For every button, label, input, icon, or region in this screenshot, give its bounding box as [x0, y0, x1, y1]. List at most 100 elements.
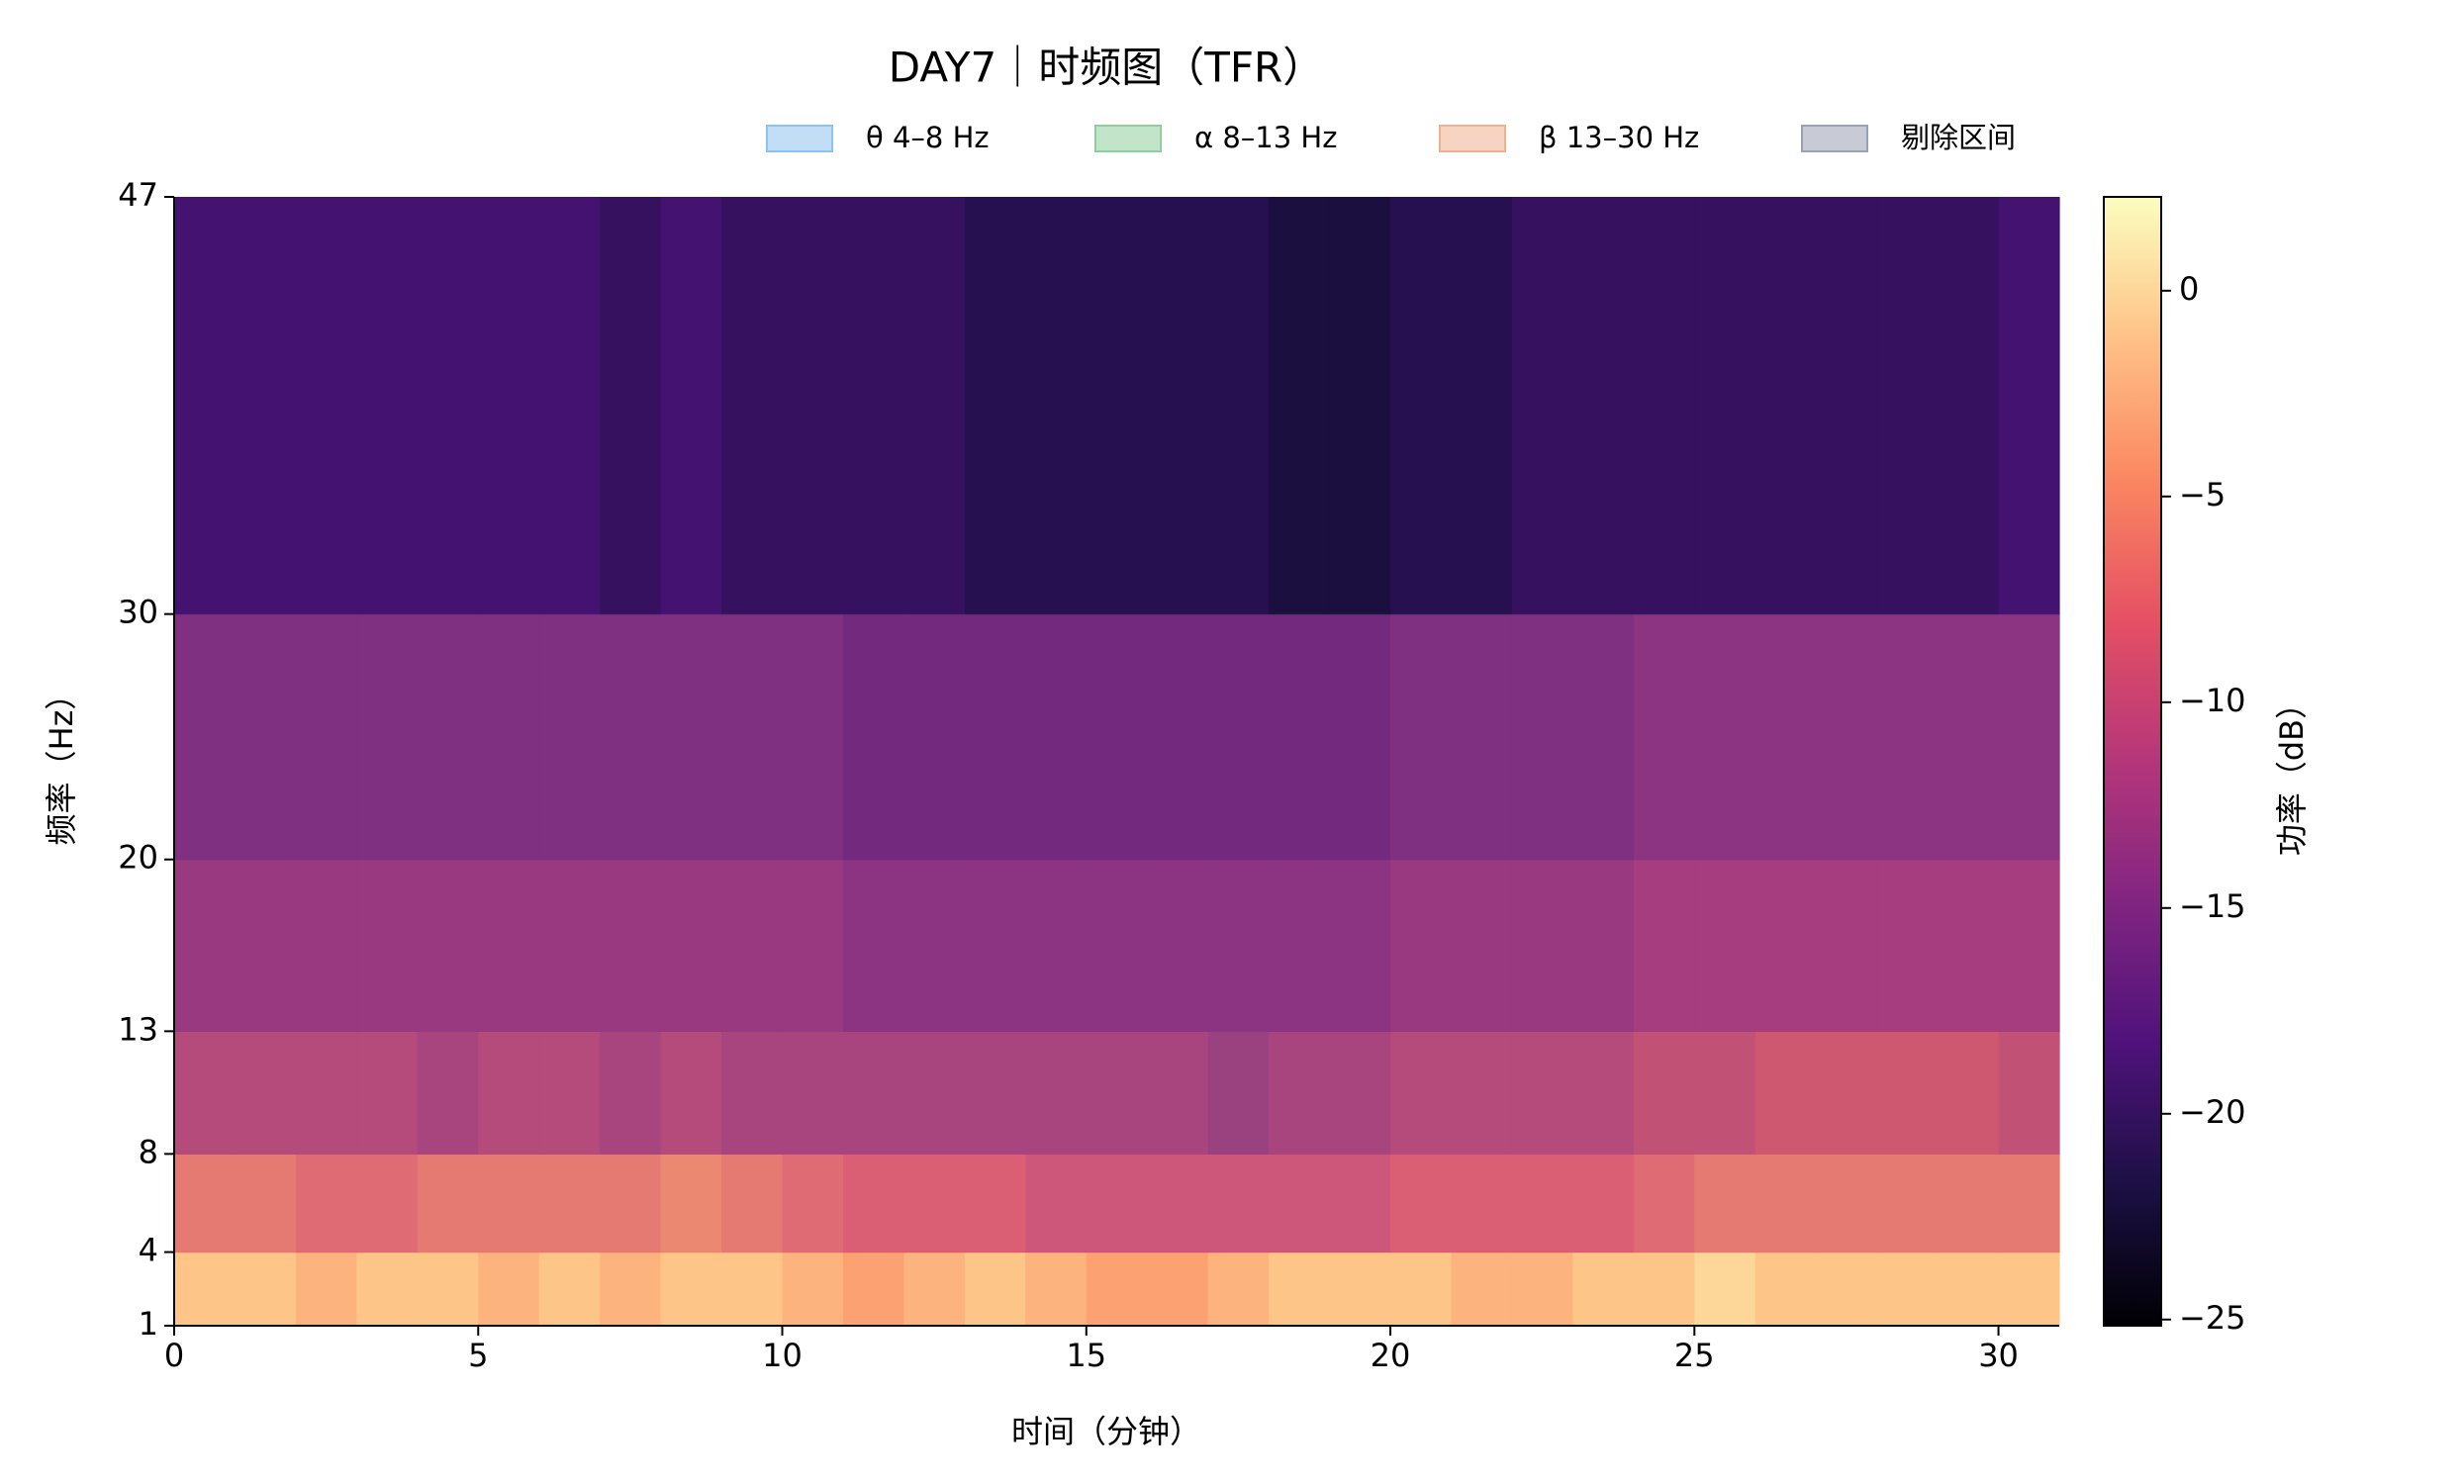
heatmap-cell	[1998, 197, 2060, 615]
heatmap-cell	[1633, 197, 1695, 615]
heatmap-cell	[1147, 1031, 1209, 1155]
chart-title: DAY7｜时频图（TFR）	[889, 44, 1324, 92]
heatmap-cell	[903, 197, 966, 615]
heatmap-cell	[1329, 859, 1391, 1032]
heatmap-cell	[356, 859, 419, 1032]
heatmap-cell	[1207, 1154, 1270, 1253]
heatmap-cell	[1207, 1252, 1270, 1327]
colorbar	[2103, 196, 2162, 1327]
heatmap-cell	[1390, 1031, 1453, 1155]
heatmap-cell	[1086, 1154, 1148, 1253]
colorbar-tick-label: −20	[2179, 1093, 2246, 1131]
heatmap-cell	[964, 1154, 1026, 1253]
y-tick-label: 30	[118, 594, 158, 631]
heatmap-cell	[1754, 613, 1817, 861]
heatmap-cell	[174, 1154, 237, 1253]
heatmap-cell	[1511, 613, 1573, 861]
heatmap-cell	[356, 197, 419, 615]
heatmap-cell	[1876, 197, 1939, 615]
heatmap-cell	[1572, 1154, 1635, 1253]
y-tick-label: 1	[139, 1305, 158, 1343]
colorbar-label: 功率（dB）	[2273, 688, 2311, 856]
legend-swatch	[1801, 125, 1868, 152]
heatmap-cell	[1938, 1252, 2000, 1327]
heatmap-cell	[1633, 1031, 1695, 1155]
heatmap-cell	[538, 197, 601, 615]
legend-swatch	[1094, 125, 1162, 152]
heatmap-cell	[1998, 1154, 2060, 1253]
heatmap-cell	[660, 613, 722, 861]
heatmap-cell	[721, 859, 784, 1032]
heatmap-cell	[538, 1031, 601, 1155]
heatmap-cell	[1754, 1252, 1817, 1327]
heatmap-cell	[1816, 1252, 1878, 1327]
heatmap-cell	[417, 1031, 479, 1155]
legend-label: 剔除区间	[1901, 121, 2016, 154]
heatmap-cell	[842, 613, 905, 861]
heatmap-cell	[1269, 859, 1331, 1032]
heatmap-cell	[1511, 197, 1573, 615]
heatmap-cell	[1816, 197, 1878, 615]
colorbar-tick-label: −15	[2179, 887, 2246, 925]
heatmap-cell	[1876, 1252, 1939, 1327]
heatmap-cell	[1633, 859, 1695, 1032]
heatmap-cell	[903, 859, 966, 1032]
heatmap-cell	[295, 1031, 357, 1155]
heatmap-cell	[1633, 1252, 1695, 1327]
heatmap-cell	[1694, 859, 1756, 1032]
heatmap-cell	[478, 613, 540, 861]
y-tick-label: 47	[118, 176, 158, 214]
heatmap-cell	[478, 1154, 540, 1253]
heatmap-cell	[1876, 859, 1939, 1032]
heatmap-cell	[235, 859, 297, 1032]
heatmap-cell	[1390, 197, 1453, 615]
heatmap-cell	[600, 613, 662, 861]
heatmap-cell	[1633, 1154, 1695, 1253]
heatmap-cell	[1816, 1154, 1878, 1253]
heatmap-cell	[1816, 859, 1878, 1032]
x-tick-label: 25	[1674, 1337, 1715, 1374]
heatmap-cell	[600, 1031, 662, 1155]
heatmap-cell	[600, 1154, 662, 1253]
heatmap-cell	[1572, 613, 1635, 861]
heatmap-cell	[1694, 1154, 1756, 1253]
heatmap-cell	[235, 1031, 297, 1155]
legend-swatch	[766, 125, 833, 152]
heatmap-cell	[1511, 859, 1573, 1032]
x-axis-label: 时间（分钟）	[1011, 1413, 1201, 1450]
heatmap-cell	[1147, 613, 1209, 861]
heatmap-cell	[356, 613, 419, 861]
heatmap-cell	[1086, 197, 1148, 615]
heatmap-cell	[538, 613, 601, 861]
heatmap-cell	[1876, 613, 1939, 861]
band-overlay	[174, 1154, 2059, 1252]
heatmap-cell	[417, 1252, 479, 1327]
band-overlay	[174, 1031, 2059, 1155]
heatmap-cell	[235, 1154, 297, 1253]
heatmap-cell	[1147, 859, 1209, 1032]
heatmap-cell	[660, 1031, 722, 1155]
heatmap-cell	[1938, 1031, 2000, 1155]
heatmap-cell	[1329, 1154, 1391, 1253]
heatmap-cell	[782, 1154, 844, 1253]
heatmap-cell	[235, 197, 297, 615]
heatmap-cell	[782, 197, 844, 615]
heatmap-cell	[1511, 1252, 1573, 1327]
x-tick-label: 10	[762, 1337, 803, 1374]
heatmap-cell	[1147, 1252, 1209, 1327]
heatmap-cell	[842, 1252, 905, 1327]
heatmap-cell	[782, 613, 844, 861]
heatmap-cell	[1572, 859, 1635, 1032]
heatmap-cell	[964, 197, 1026, 615]
heatmap-cell	[1998, 1031, 2060, 1155]
band-overlay	[174, 613, 2059, 1032]
heatmap-cell	[1207, 1031, 1270, 1155]
heatmap-cell	[1207, 197, 1270, 615]
heatmap-cell	[1025, 197, 1088, 615]
legend-label: α 8–13 Hz	[1194, 121, 1337, 154]
heatmap-cell	[721, 1154, 784, 1253]
heatmap-cell	[1269, 1252, 1331, 1327]
heatmap-cell	[903, 1031, 966, 1155]
heatmap-cell	[417, 197, 479, 615]
heatmap-cell	[964, 859, 1026, 1032]
